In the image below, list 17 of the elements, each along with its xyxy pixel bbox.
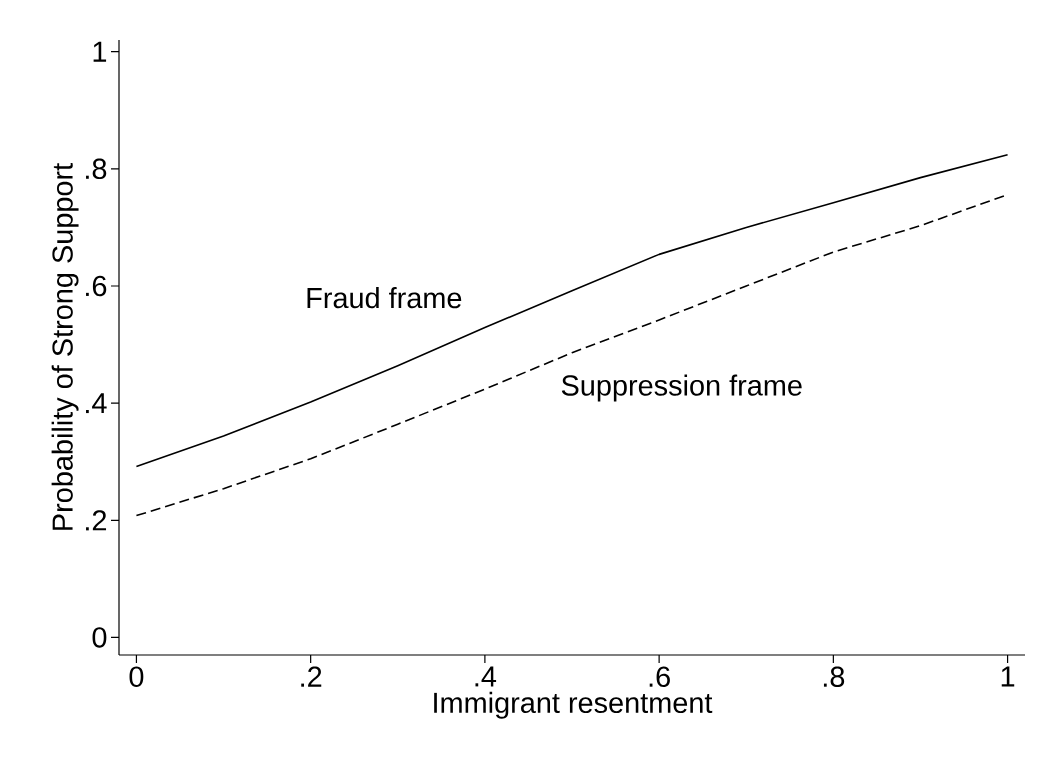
x-tick-label: 0 bbox=[129, 666, 144, 687]
y-tick-label: .8 bbox=[86, 158, 107, 180]
x-tick-label: .6 bbox=[649, 666, 670, 687]
y-tick-label: .6 bbox=[86, 275, 107, 297]
x-tick-label: 1 bbox=[1001, 666, 1015, 687]
y-tick-label: 1 bbox=[93, 41, 107, 62]
y-axis-title: Probability of Strong Support bbox=[51, 163, 79, 530]
series-label: Suppression frame bbox=[561, 374, 802, 402]
series-label: Fraud frame bbox=[307, 287, 462, 309]
y-tick-label: .2 bbox=[86, 510, 107, 531]
x-axis-title: Immigrant resentment bbox=[434, 691, 713, 719]
x-tick-label: .2 bbox=[301, 666, 322, 687]
line-series bbox=[135, 153, 1009, 468]
x-tick-label: .8 bbox=[823, 666, 845, 687]
x-tick-label: .4 bbox=[475, 666, 497, 687]
y-tick-label: 0 bbox=[92, 627, 107, 648]
y-tick-label: .4 bbox=[86, 393, 107, 414]
